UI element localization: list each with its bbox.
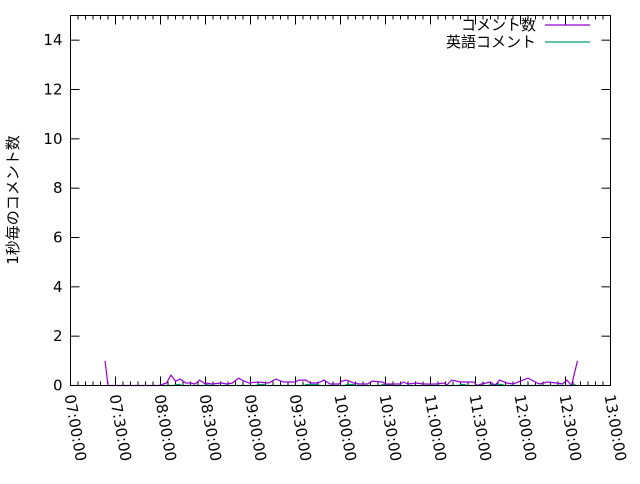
y-tick-label: 8: [53, 179, 63, 197]
x-tick-label: 12:00:00: [511, 393, 540, 462]
y-tick-label: 10: [43, 130, 62, 148]
y-tick-label: 12: [43, 81, 62, 99]
y-tick-label: 4: [53, 278, 63, 296]
x-tick-label: 10:30:00: [376, 393, 405, 462]
x-tick-label: 08:00:00: [151, 393, 180, 462]
plot-border: [70, 15, 611, 386]
x-tick-label: 13:00:00: [601, 393, 630, 462]
x-tick-label: 10:00:00: [331, 393, 360, 462]
series-lines: [104, 360, 579, 387]
x-tick-label: 11:30:00: [466, 393, 495, 462]
y-tick-label: 14: [43, 31, 62, 49]
x-tick-label: 07:00:00: [61, 393, 90, 462]
legend-label: コメント数: [461, 16, 536, 34]
axis-ticks: 0 2 4 6 8 10 12 14 07:00:00 07:30:00 08:00:00 08:30…: [43, 15, 630, 463]
series-line: [159, 383, 577, 387]
y-tick-label: 6: [53, 229, 63, 247]
x-tick-label: 09:30:00: [286, 393, 315, 462]
series-line: [104, 360, 579, 387]
x-tick-label: 07:30:00: [106, 393, 135, 462]
legend-label: 英語コメント: [446, 33, 536, 51]
y-tick-label: 0: [53, 377, 63, 395]
x-tick-label: 08:30:00: [196, 393, 225, 462]
x-tick-label: 12:30:00: [556, 393, 585, 462]
x-tick-label: 09:00:00: [241, 393, 270, 462]
y-tick-label: 2: [53, 327, 63, 345]
y-axis-label: 1秒毎のコメント数: [4, 135, 22, 265]
x-tick-label: 11:00:00: [421, 393, 450, 462]
